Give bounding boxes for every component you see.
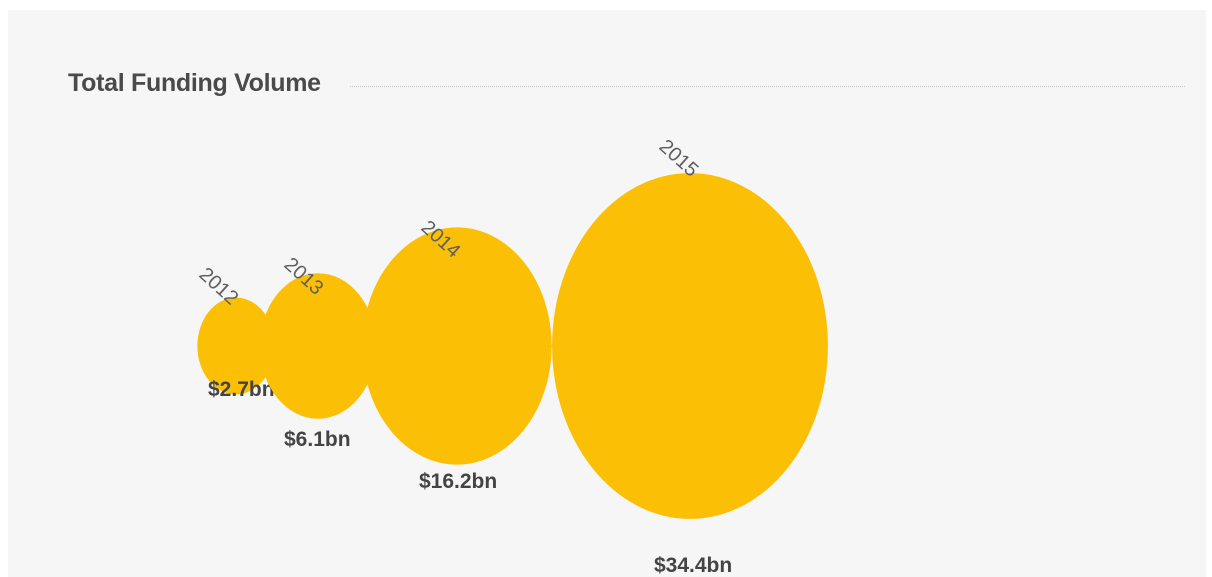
bubble-2013 <box>259 273 377 419</box>
title-divider <box>350 86 1185 87</box>
value-label-2013: $6.1bn <box>284 428 351 451</box>
bubble-2014 <box>362 227 552 465</box>
bubble-2015 <box>552 173 828 519</box>
chart-title: Total Funding Volume <box>68 69 321 97</box>
value-label-2012: $2.7bn <box>208 378 275 401</box>
bubble-2012 <box>197 297 275 395</box>
value-label-2014: $16.2bn <box>419 470 497 493</box>
value-label-2015: $34.4bn <box>654 554 732 577</box>
